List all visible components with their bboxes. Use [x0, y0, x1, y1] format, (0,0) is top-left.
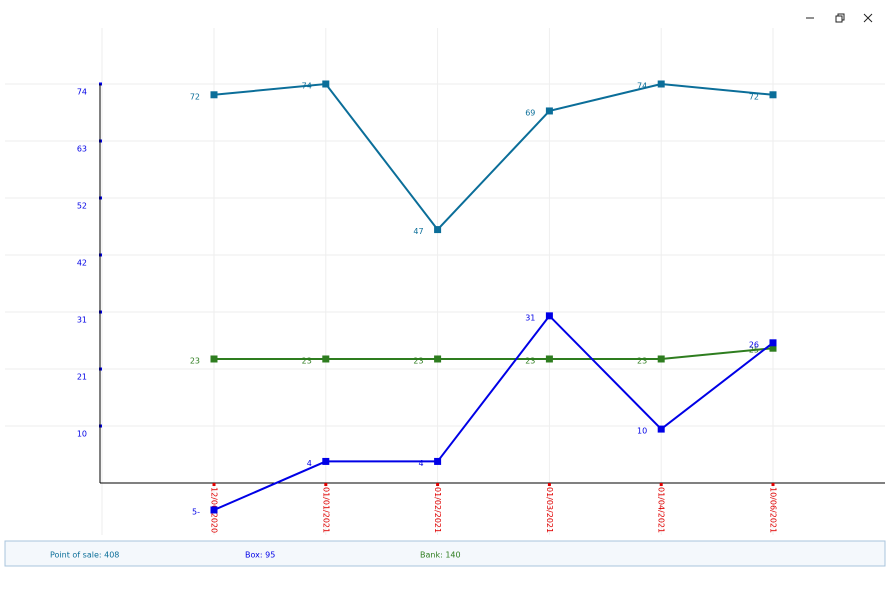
data-point: [657, 425, 665, 433]
window-controls: [806, 13, 873, 23]
close-button[interactable]: [863, 13, 873, 23]
data-label: 72: [190, 92, 200, 101]
x-tick-mark: [659, 483, 663, 486]
data-label: 23: [413, 356, 423, 365]
data-point: [545, 355, 553, 363]
data-label: 5-: [192, 507, 200, 516]
y-tick-label: 74: [77, 88, 87, 97]
data-label: 47: [413, 227, 423, 236]
data-label: 23: [302, 356, 312, 365]
x-tick-mark: [436, 483, 440, 486]
data-point: [210, 506, 218, 514]
data-label: 26: [749, 340, 759, 349]
data-label: 23: [637, 356, 647, 365]
data-label: 23: [525, 356, 535, 365]
y-tick-label: 42: [77, 258, 87, 267]
y-tick-label: 10: [77, 430, 87, 439]
data-label: 74: [302, 82, 312, 91]
data-point: [322, 457, 330, 465]
data-label: 10: [637, 427, 647, 436]
status-bar: [4, 540, 886, 567]
status-items: Point of sale: 408 Box: 95 Bank: 140: [50, 551, 461, 560]
series-line: [214, 347, 774, 360]
y-tick-label: 52: [77, 201, 87, 210]
data-label: 31: [525, 313, 535, 322]
x-tick-label: 01/04/2021: [657, 487, 666, 533]
data-point: [434, 457, 442, 465]
data-label: 25: [749, 346, 759, 355]
series-line: [213, 82, 774, 232]
data-point: [434, 355, 442, 363]
x-tick-label: 01/01/2021: [321, 487, 330, 533]
x-tick-label: 01/02/2021: [433, 487, 442, 533]
data-point: [657, 80, 665, 88]
data-label: 4: [307, 459, 312, 468]
data-point: [322, 355, 330, 363]
status-item: Point of sale: 408: [50, 551, 119, 560]
x-tick-label: 10/06/2021: [769, 487, 778, 533]
data-point: [210, 355, 218, 363]
y-tick-label: 21: [77, 373, 87, 382]
data-label: 23: [190, 356, 200, 365]
x-tick-mark: [547, 483, 551, 486]
x-tick-mark: [771, 483, 775, 486]
data-point: [322, 80, 330, 88]
data-label: 4: [419, 459, 424, 468]
plot-area: 1021314252637412/06/202001/01/202101/02/…: [5, 28, 885, 535]
data-point: [545, 107, 553, 115]
x-tick-label: 01/03/2021: [545, 487, 554, 533]
x-tick-mark: [324, 483, 328, 486]
y-tick-label: 31: [77, 316, 87, 325]
data-label: 74: [637, 82, 647, 91]
data-point: [434, 226, 442, 234]
data-label: 72: [749, 92, 759, 101]
data-point: [769, 91, 777, 99]
y-tick-label: 63: [77, 144, 87, 153]
status-item: Box: 95: [245, 551, 275, 560]
series-line: [213, 314, 774, 511]
status-item: Bank: 140: [420, 551, 461, 560]
data-point: [769, 344, 777, 352]
data-point: [769, 339, 777, 347]
x-tick-mark: [212, 483, 216, 486]
data-point: [657, 355, 665, 363]
restore-button[interactable]: [835, 13, 845, 23]
data-label: 69: [525, 108, 535, 117]
data-point: [210, 91, 218, 99]
data-point: [545, 312, 553, 320]
